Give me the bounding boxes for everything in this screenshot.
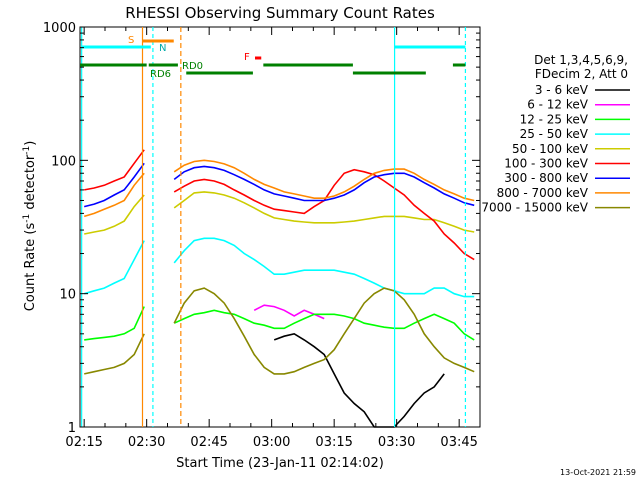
y-tick-label-0: 1 <box>68 421 76 436</box>
series-line-7-1 <box>173 159 475 202</box>
legend-label-5: 100 - 300 keV <box>504 157 588 171</box>
series-line-2-1 <box>173 309 475 341</box>
y-axis-label-end: ) <box>23 141 38 146</box>
rd0-label: RD0 <box>182 61 203 72</box>
legend-title-2: FDecim 2, Att 0 <box>535 67 628 81</box>
legend-label-7: 800 - 7000 keV <box>497 186 589 200</box>
series-line-2-0 <box>84 306 145 341</box>
legend-label-8: 7000 - 15000 keV <box>481 201 588 215</box>
plot-frame <box>79 26 481 428</box>
y-axis-label-sup2: -1 <box>22 146 32 155</box>
saa-label: S <box>128 35 134 46</box>
x-tick-label-4: 03:15 <box>315 435 352 450</box>
night-label: N <box>159 43 166 54</box>
series-line-0-0 <box>273 332 445 428</box>
legend-label-0: 3 - 6 keV <box>535 83 589 97</box>
y-axis-label-sup1: -1 <box>22 214 32 223</box>
series-line-5-0 <box>84 149 145 191</box>
x-tick-label-0: 02:15 <box>65 435 102 450</box>
legend-label-2: 12 - 25 keV <box>520 112 589 126</box>
series-line-4-1 <box>173 191 475 233</box>
y-axis-label-main: Count Rate (s <box>23 223 38 312</box>
rd6-label: RD6 <box>150 69 171 80</box>
series-line-6-1 <box>173 165 475 207</box>
y-tick-label-1: 10 <box>59 288 76 303</box>
x-tick-label-2: 02:45 <box>190 435 227 450</box>
y-tick-label-2: 100 <box>51 154 76 169</box>
legend-label-3: 25 - 50 keV <box>520 127 589 141</box>
series-layer <box>83 149 475 428</box>
legend-label-6: 300 - 800 keV <box>504 171 588 185</box>
x-axis-label: Start Time (23-Jan-11 02:14:02) <box>176 456 384 471</box>
series-line-3-0 <box>83 240 145 295</box>
x-tick-label-3: 03:00 <box>253 435 290 450</box>
legend-label-4: 50 - 100 keV <box>512 142 589 156</box>
series-line-1-0 <box>253 304 325 320</box>
series-line-3-1 <box>173 237 475 298</box>
series-line-8-0 <box>84 333 145 375</box>
x-tick-label-5: 03:30 <box>378 435 415 450</box>
series-line-6-0 <box>84 162 145 208</box>
chart-title: RHESSI Observing Summary Count Rates <box>125 4 435 22</box>
series-line-5-1 <box>173 168 475 261</box>
y-axis-label-mid: detector <box>23 154 38 214</box>
timestamp: 13-Oct-2021 21:59 <box>560 468 636 477</box>
series-line-7-0 <box>83 172 145 218</box>
annotation-layer: S N RD0 RD6 F <box>80 27 467 427</box>
y-axis-label: Count Rate (s-1 detector-1) <box>22 141 38 312</box>
series-line-4-0 <box>84 194 145 235</box>
legend-title-1: Det 1,3,4,5,6,9, <box>534 53 628 67</box>
legend-label-1: 6 - 12 keV <box>527 98 589 112</box>
x-axis: 02:15 02:30 02:45 03:00 03:15 03:30 03:45 <box>65 27 478 450</box>
series-line-8-1 <box>173 287 475 375</box>
flare-label: F <box>244 52 250 63</box>
x-tick-label-1: 02:30 <box>128 435 165 450</box>
x-tick-label-6: 03:45 <box>440 435 477 450</box>
y-tick-label-3: 1000 <box>43 21 76 36</box>
y-axis: 1 10 100 1000 <box>43 21 480 436</box>
